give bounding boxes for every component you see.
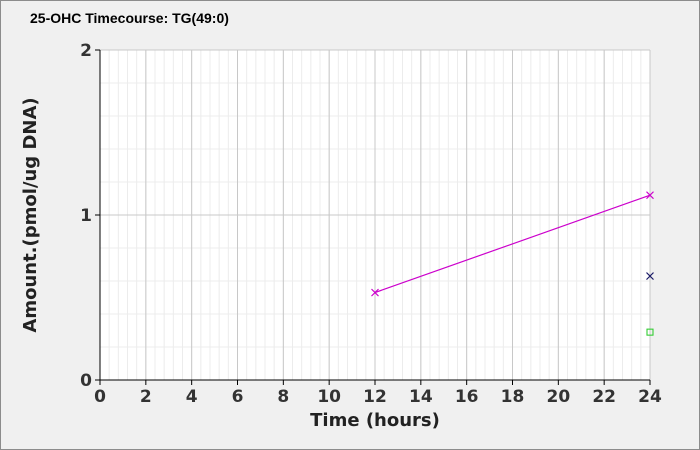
x-axis-label: Time (hours) (310, 410, 440, 431)
data-point-x-marker (646, 272, 654, 280)
data-point-x-marker (646, 191, 654, 200)
x-tick-label: 24 (638, 387, 662, 407)
data-point-square-marker (646, 328, 654, 336)
x-axis-ticks: 0 2 4 6 8 10 12 14 16 18 20 22 24 (94, 380, 662, 407)
x-tick-label: 8 (277, 387, 289, 407)
series-line (374, 194, 651, 294)
x-tick-label: 18 (501, 387, 525, 407)
x-tick-label: 12 (363, 387, 387, 407)
x-tick-label: 2 (140, 387, 152, 407)
y-axis-label: Amount.(pmol/ug DNA) (20, 97, 41, 332)
y-tick-label: 2 (80, 41, 92, 61)
x-tick-label: 22 (592, 387, 616, 407)
y-axis-ticks: 0 1 2 (80, 41, 100, 391)
chart-title: 25-OHC Timecourse: TG(49:0) (30, 10, 229, 26)
x-tick-label: 10 (317, 387, 341, 407)
x-tick-label: 6 (232, 387, 244, 407)
x-tick-label: 14 (409, 387, 433, 407)
series-layer (371, 191, 654, 336)
y-tick-label: 0 (80, 371, 92, 391)
x-tick-label: 0 (94, 387, 106, 407)
x-tick-label: 4 (186, 387, 198, 407)
x-tick-label: 20 (546, 387, 570, 407)
y-tick-label: 1 (80, 206, 92, 226)
x-tick-label: 16 (455, 387, 479, 407)
data-point-x-marker (371, 288, 379, 297)
